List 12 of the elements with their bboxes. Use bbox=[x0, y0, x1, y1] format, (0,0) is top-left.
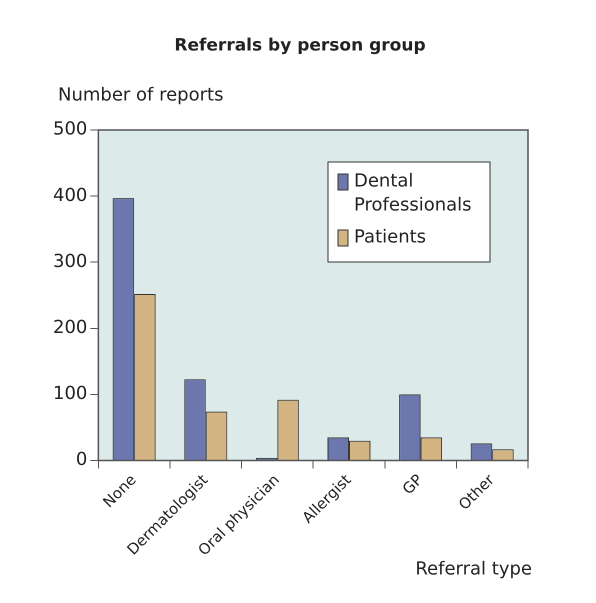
x-tick-label: GP bbox=[398, 470, 426, 498]
y-tick-label: 0 bbox=[76, 449, 88, 470]
y-axis-title: Number of reports bbox=[58, 84, 224, 106]
legend-label: Dental Professionals bbox=[354, 170, 472, 216]
y-tick-label: 200 bbox=[52, 316, 88, 338]
x-axis-title: Referral type bbox=[415, 558, 532, 580]
y-tick-label: 300 bbox=[52, 250, 88, 272]
legend-label: Patients bbox=[354, 226, 426, 248]
y-tick-label: 500 bbox=[52, 118, 88, 140]
y-tick-label: 400 bbox=[52, 184, 88, 206]
chart-title: Referrals by person group bbox=[174, 35, 426, 56]
y-tick-label: 100 bbox=[52, 383, 88, 404]
